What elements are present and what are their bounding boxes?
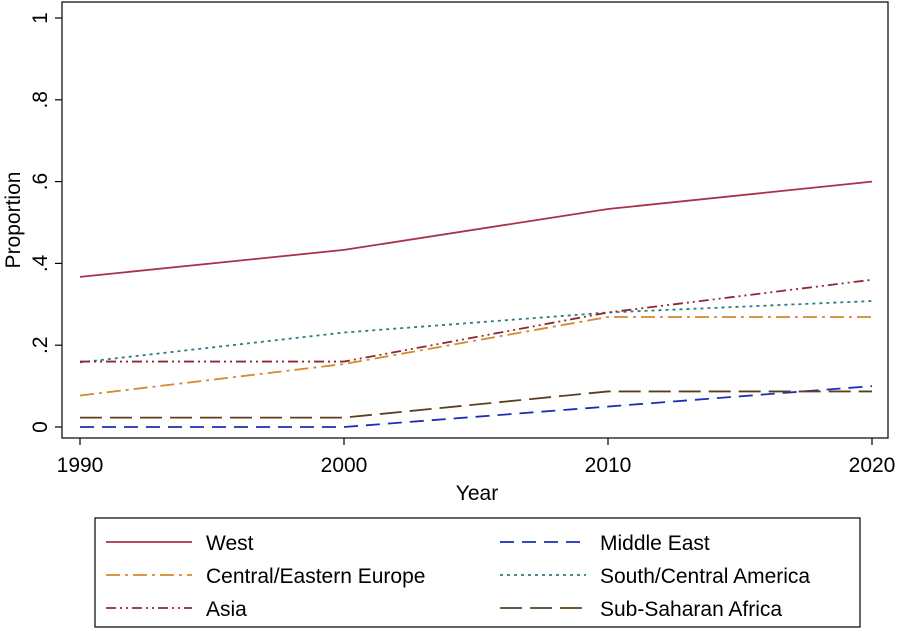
x-tick-label: 2000: [321, 454, 368, 477]
series-line-sub-saharan-africa: [80, 390, 872, 419]
legend-label: West: [206, 532, 254, 555]
x-tick-label: 2020: [849, 454, 896, 477]
x-tick-label: 1990: [57, 454, 104, 477]
y-tick-label: .8: [29, 91, 52, 109]
legend-label: Sub-Saharan Africa: [600, 598, 782, 621]
series-line-central-eastern-europe: [79, 316, 872, 397]
series-line-asia: [80, 278, 873, 363]
y-tick-label: 1: [29, 12, 52, 24]
legend-label: Central/Eastern Europe: [206, 565, 425, 588]
legend-entries: West Middle East Central/Eastern Europe Sou…: [106, 532, 810, 621]
y-axis-title: Proportion: [2, 172, 25, 269]
x-tick-label: 2010: [585, 454, 632, 477]
x-axis-title: Year: [456, 482, 498, 505]
y-tick-label: .4: [29, 254, 52, 272]
legend-label: South/Central America: [600, 565, 810, 588]
series-lines: [79, 180, 873, 428]
legend: [94, 517, 861, 628]
series-line-west: [79, 180, 873, 278]
y-tick-label: .6: [29, 173, 52, 191]
y-tick-label: .2: [29, 336, 52, 354]
plot-area: [61, 1, 889, 439]
legend-label: Asia: [206, 598, 247, 621]
legend-label: Middle East: [600, 532, 710, 555]
y-tick-label: 0: [29, 421, 52, 433]
y-axis: 0 .2 .4 .6 .8 1: [29, 12, 62, 433]
x-axis: 1990 2000 2010 2020: [57, 438, 896, 477]
series-line-middle-east: [80, 385, 873, 428]
